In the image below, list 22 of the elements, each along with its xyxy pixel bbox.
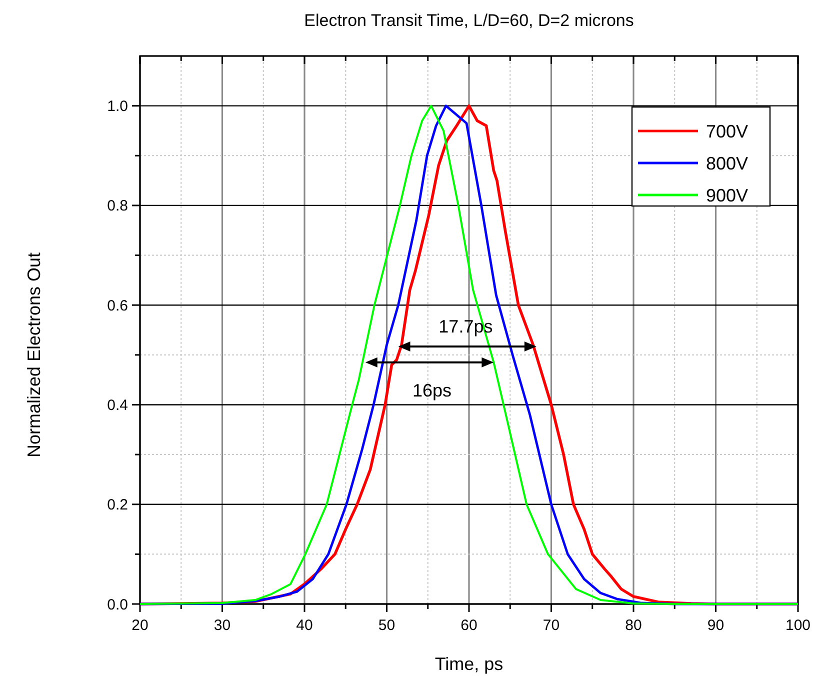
x-tick-label: 30 xyxy=(214,617,231,634)
y-tick-label: 0.2 xyxy=(107,496,128,514)
x-tick-label: 100 xyxy=(785,617,811,634)
y-tick-label: 0.6 xyxy=(107,297,128,314)
x-axis-title: Time, ps xyxy=(434,654,504,674)
y-tick-label: 0.4 xyxy=(107,396,128,414)
x-tick-label: 60 xyxy=(460,617,478,634)
y-axis-title: Normalized Electrons Out xyxy=(24,252,44,458)
x-tick-label: 70 xyxy=(542,617,560,634)
x-tick-label: 80 xyxy=(625,617,642,634)
y-tick-label: 0.0 xyxy=(107,596,128,614)
chart-title: Electron Transit Time, L/D=60, D=2 microns xyxy=(304,11,634,30)
annotation: 16ps xyxy=(412,380,452,401)
y-tick-label: 0.8 xyxy=(107,198,128,215)
x-tick-label: 50 xyxy=(378,617,396,634)
y-tick-label: 1.0 xyxy=(107,98,128,116)
legend-label: 900V xyxy=(706,185,748,206)
x-tick-label: 90 xyxy=(707,617,724,634)
legend-label: 700V xyxy=(706,121,748,142)
x-tick-label: 40 xyxy=(296,617,313,634)
x-tick-label: 20 xyxy=(132,617,148,634)
legend-label: 800V xyxy=(706,153,748,174)
